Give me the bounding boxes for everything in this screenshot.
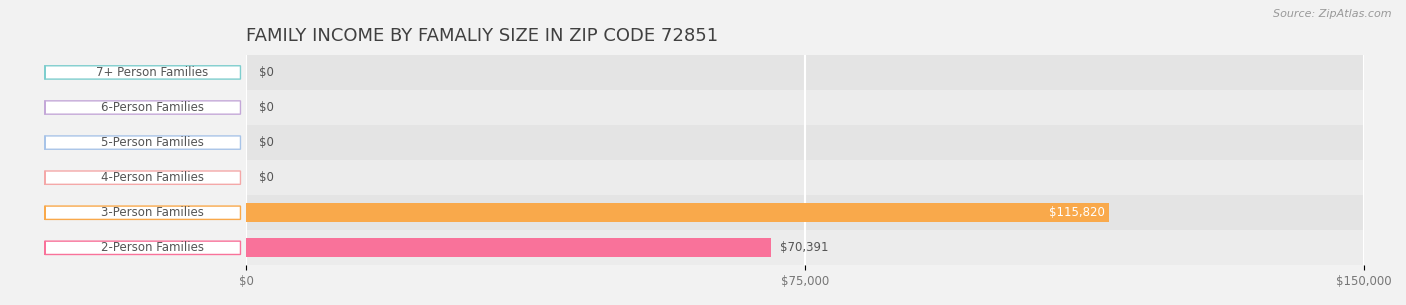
Text: 7+ Person Families: 7+ Person Families	[97, 66, 208, 79]
Bar	[246, 160, 1364, 195]
Text: $115,820: $115,820	[1049, 206, 1105, 219]
Text: $0: $0	[260, 101, 274, 114]
Bar	[246, 230, 1364, 265]
FancyBboxPatch shape	[45, 171, 240, 184]
Text: Source: ZipAtlas.com: Source: ZipAtlas.com	[1274, 9, 1392, 19]
FancyBboxPatch shape	[45, 66, 240, 79]
Text: $0: $0	[260, 136, 274, 149]
FancyBboxPatch shape	[45, 101, 240, 114]
FancyBboxPatch shape	[45, 241, 240, 254]
Text: 4-Person Families: 4-Person Families	[101, 171, 204, 184]
FancyBboxPatch shape	[45, 136, 240, 149]
Text: 5-Person Families: 5-Person Families	[101, 136, 204, 149]
Text: FAMILY INCOME BY FAMALIY SIZE IN ZIP CODE 72851: FAMILY INCOME BY FAMALIY SIZE IN ZIP COD…	[246, 27, 718, 45]
Text: $0: $0	[260, 171, 274, 184]
Bar	[246, 238, 770, 257]
Text: 3-Person Families: 3-Person Families	[101, 206, 204, 219]
Bar	[246, 55, 1364, 90]
Bar	[246, 125, 1364, 160]
Text: $0: $0	[260, 66, 274, 79]
Bar	[246, 90, 1364, 125]
Text: $70,391: $70,391	[779, 241, 828, 254]
FancyBboxPatch shape	[45, 206, 240, 219]
Text: 6-Person Families: 6-Person Families	[101, 101, 204, 114]
Bar	[246, 203, 1109, 222]
Bar	[246, 195, 1364, 230]
Text: 2-Person Families: 2-Person Families	[101, 241, 204, 254]
